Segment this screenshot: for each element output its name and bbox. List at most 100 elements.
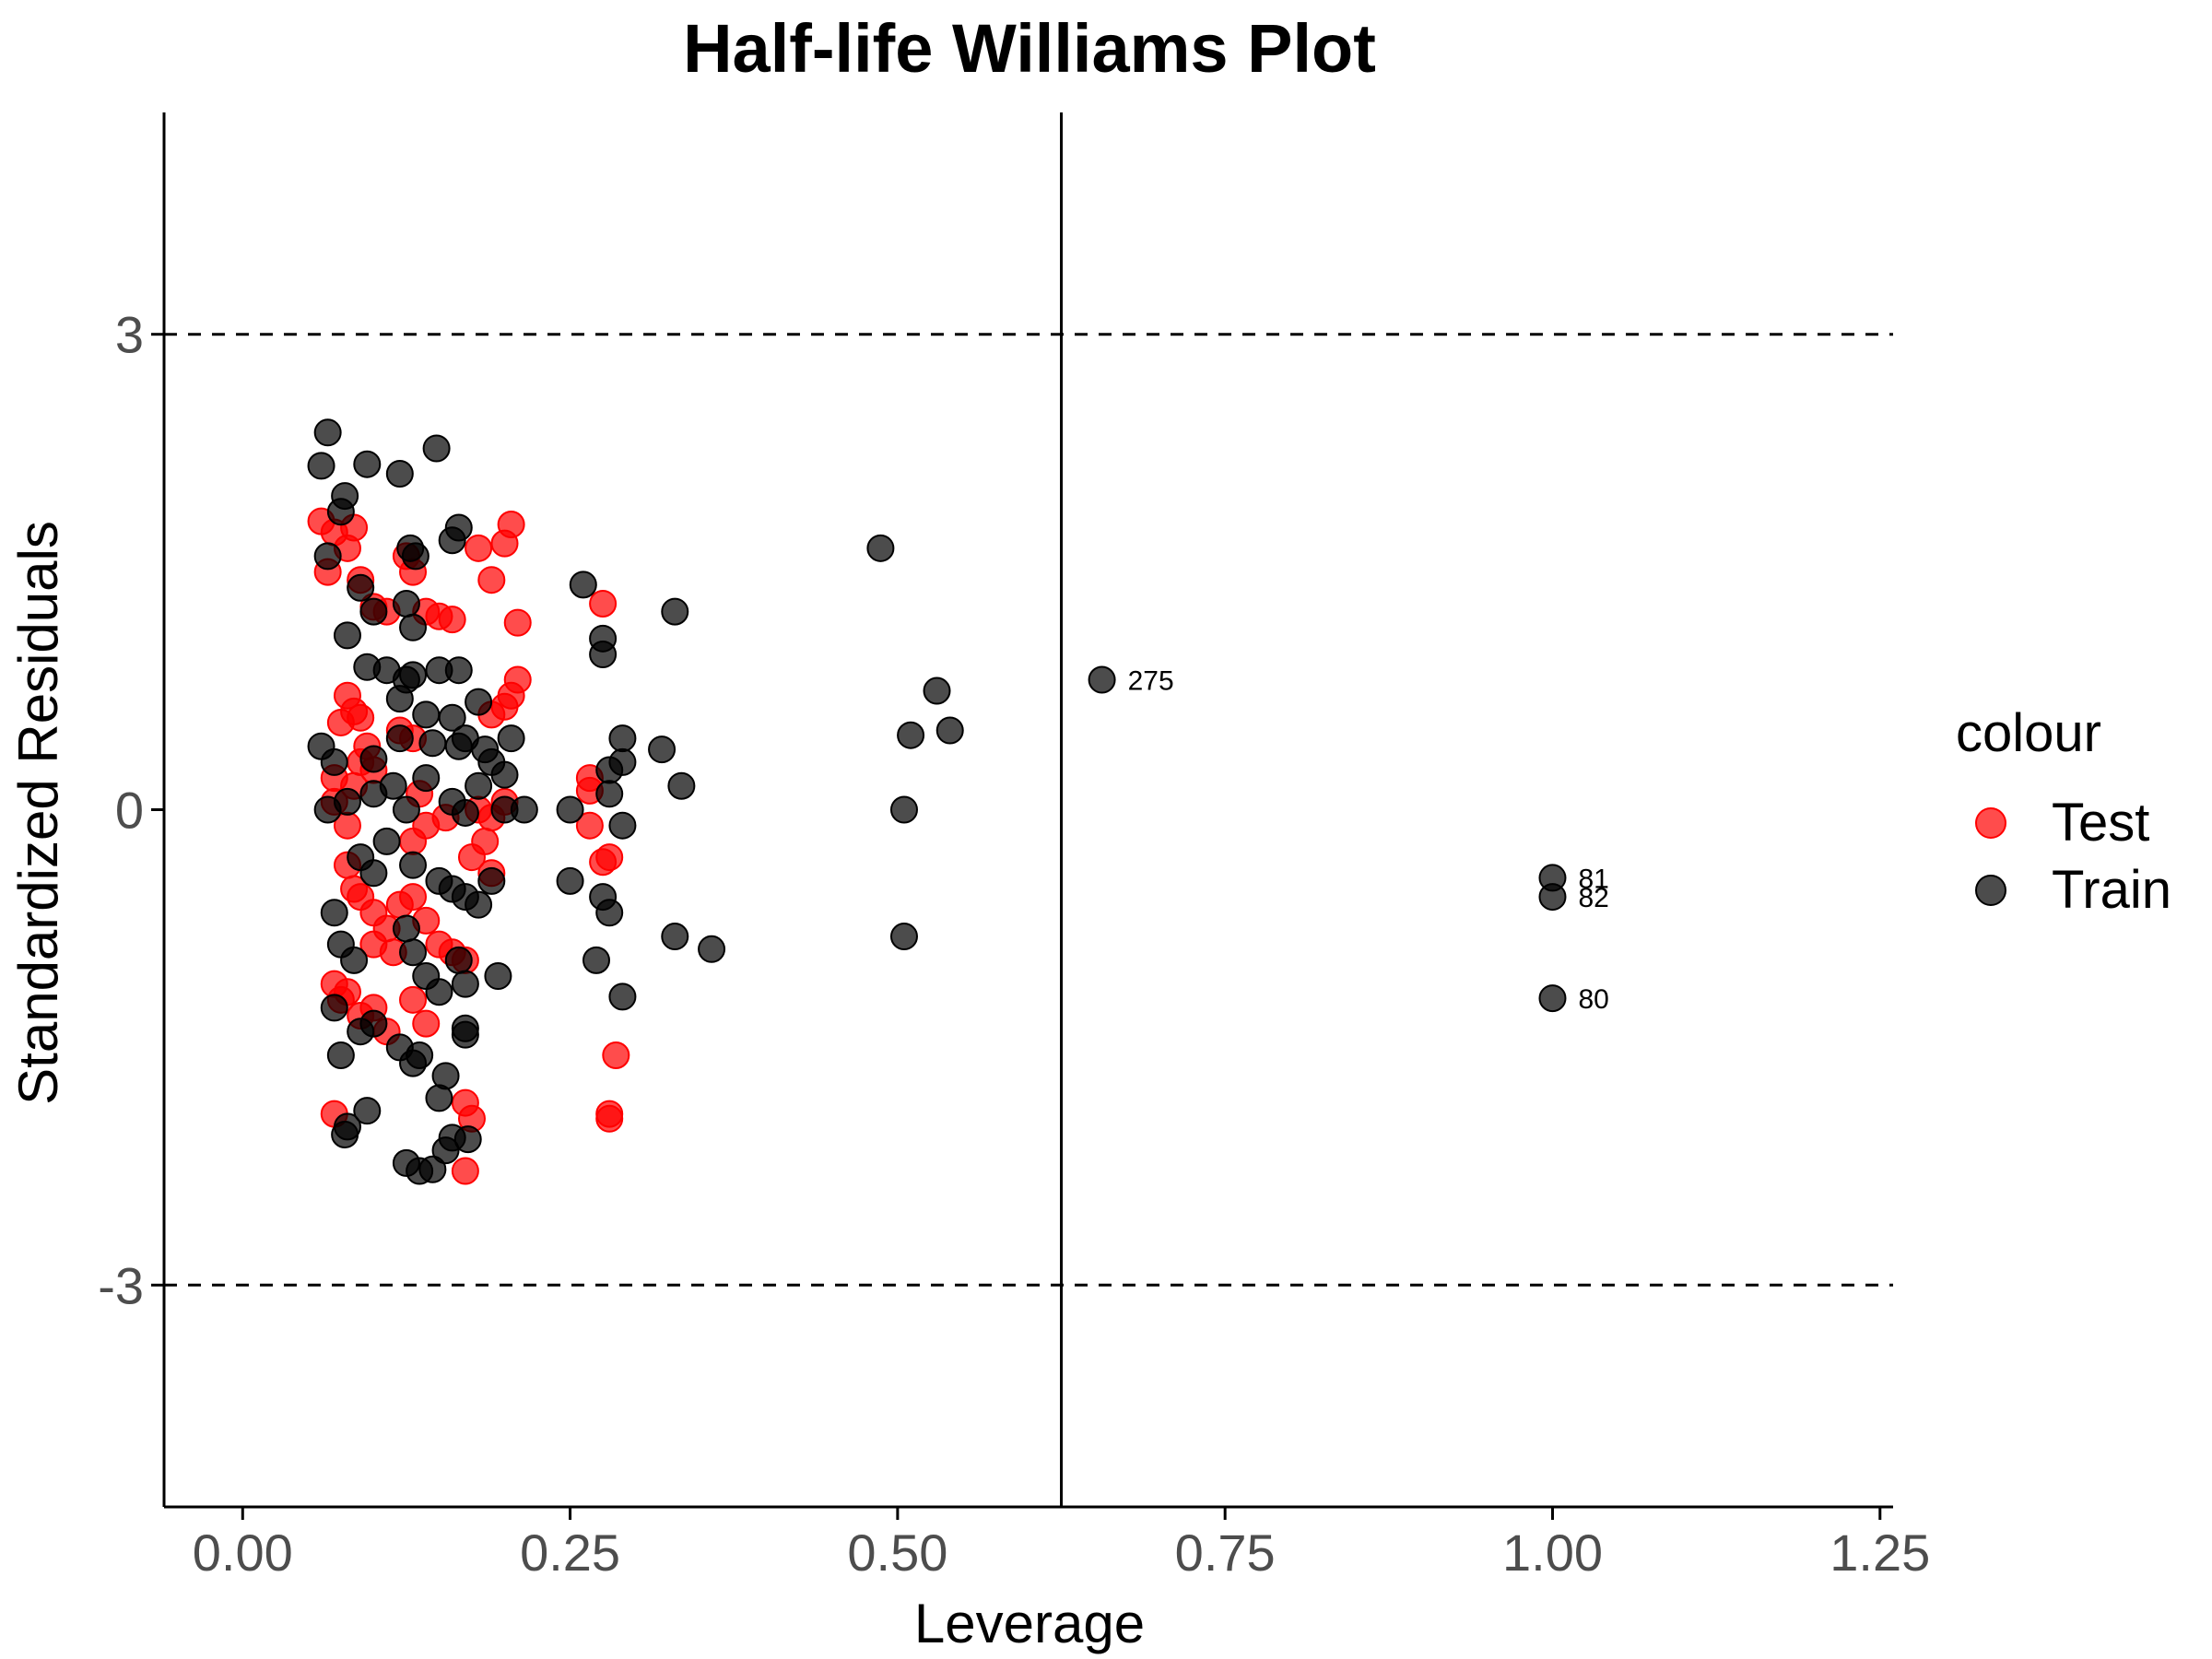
point-train-56 (608, 724, 637, 753)
point-train-63 (897, 721, 925, 749)
point-test-13 (465, 534, 493, 562)
legend-swatch-train (1975, 875, 2006, 906)
point-train-73 (465, 890, 493, 919)
point-train-61 (667, 771, 696, 800)
point-train-18 (589, 641, 618, 669)
point-train-59 (608, 811, 637, 840)
point-train-9 (359, 597, 388, 626)
point-train-58 (595, 780, 624, 808)
point-train-78 (320, 899, 348, 927)
point-test-17 (503, 608, 532, 637)
point-train-44 (333, 787, 361, 816)
point-train-116 (1538, 984, 1567, 1013)
point-test-55 (471, 827, 500, 855)
point-train-82 (399, 938, 428, 967)
point-train-35 (385, 724, 414, 753)
point-train-54 (556, 795, 584, 824)
point-train-87 (484, 962, 512, 991)
point-train-30 (438, 703, 466, 732)
point-label-275: 275 (1128, 666, 1174, 697)
y-axis-title: Standardized Residuals (7, 521, 69, 1105)
point-train-12 (392, 589, 420, 618)
point-train-64 (923, 677, 951, 705)
point-train-25 (399, 661, 428, 689)
legend-label-test: Test (2052, 793, 2149, 853)
point-train-2 (353, 450, 382, 478)
point-train-31 (465, 688, 493, 716)
point-train-93 (320, 994, 348, 1022)
y-tick-label-0: 3 (115, 306, 144, 364)
point-train-115 (1538, 883, 1567, 912)
point-train-40 (497, 724, 525, 753)
point-train-104 (331, 1120, 359, 1148)
point-train-67 (359, 859, 388, 888)
point-train-91 (889, 923, 918, 951)
point-test-78 (451, 1157, 479, 1185)
x-tick-label-0: 0.00 (193, 1524, 293, 1582)
point-test-18 (589, 589, 618, 618)
point-train-1 (307, 452, 335, 480)
point-test-16 (497, 511, 525, 539)
point-test-35 (503, 665, 532, 694)
point-train-90 (698, 935, 726, 963)
point-test-14 (477, 566, 506, 594)
point-train-110 (453, 1125, 482, 1154)
point-train-36 (418, 729, 447, 758)
x-tick-label-3: 0.75 (1175, 1524, 1276, 1582)
point-train-3 (385, 460, 414, 488)
point-train-48 (412, 764, 441, 793)
point-train-102 (353, 1097, 382, 1125)
point-label-81: 81 (1578, 864, 1608, 894)
point-train-47 (392, 795, 420, 824)
legend: colour Test Train (1956, 703, 2171, 920)
point-train-7 (313, 542, 342, 571)
point-test-72 (602, 1041, 630, 1069)
point-test-58 (595, 843, 624, 872)
point-test-23 (347, 703, 375, 732)
point-train-113 (1088, 665, 1116, 694)
point-train-57 (608, 747, 637, 776)
y-axis-ticks: 3 0 -3 (98, 306, 164, 1314)
point-train-69 (399, 851, 428, 879)
point-train-92 (608, 982, 637, 1011)
point-test-12 (438, 606, 466, 634)
point-train-81 (392, 914, 420, 943)
point-train-85 (444, 946, 473, 974)
point-train-65 (935, 716, 964, 745)
point-train-6 (331, 482, 359, 511)
point-train-20 (866, 534, 895, 562)
point-test-77 (595, 1104, 624, 1133)
point-train-33 (320, 747, 348, 776)
point-train-29 (412, 700, 441, 729)
x-tick-label-4: 1.00 (1502, 1524, 1603, 1582)
point-train-86 (451, 970, 479, 998)
point-test-42 (575, 811, 604, 840)
point-train-74 (477, 866, 506, 895)
point-train-4 (422, 434, 451, 463)
point-train-107 (418, 1155, 447, 1183)
x-tick-label-2: 0.50 (847, 1524, 947, 1582)
point-train-77 (595, 899, 624, 927)
point-train-101 (326, 1041, 355, 1069)
point-train-19 (661, 597, 689, 626)
x-axis-ticks: 0.00 0.25 0.50 0.75 1.00 1.25 (193, 1507, 1930, 1582)
point-label-82: 82 (1578, 883, 1608, 913)
point-train-75 (556, 866, 584, 895)
point-train-62 (889, 795, 918, 824)
point-label-80: 80 (1578, 984, 1608, 1015)
point-train-80 (340, 946, 369, 974)
point-train-84 (425, 978, 453, 1006)
x-tick-label-1: 0.25 (520, 1524, 620, 1582)
point-train-0 (313, 418, 342, 447)
point-train-51 (465, 771, 493, 800)
point-train-21 (333, 621, 361, 650)
point-train-60 (648, 735, 677, 764)
point-train-98 (406, 1041, 434, 1069)
point-train-53 (510, 795, 538, 824)
point-train-15 (444, 513, 473, 542)
legend-title: colour (1956, 703, 2101, 763)
point-train-8 (347, 573, 375, 602)
